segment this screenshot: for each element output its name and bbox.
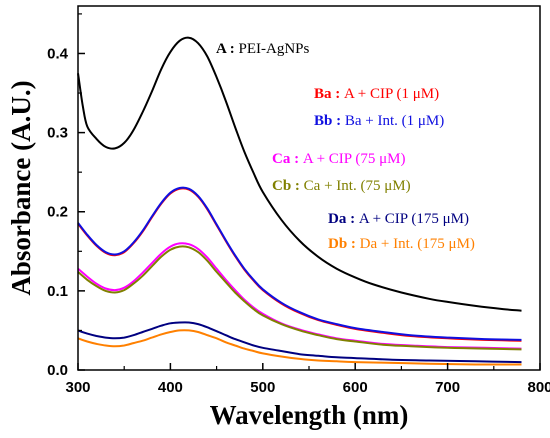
x-tick-label: 700 <box>435 379 460 396</box>
legend-entry-db: Db : Da + Int. (175 μM) <box>328 236 475 252</box>
legend-key: A : <box>216 41 239 57</box>
legend-label: Ba + Int. (1 μM) <box>345 113 444 129</box>
legend-label: A + CIP (75 μM) <box>303 151 406 167</box>
x-tick-label: 500 <box>250 379 275 396</box>
series-line-db <box>77 329 522 366</box>
x-tick-label: 800 <box>527 379 550 396</box>
series-line-cb <box>77 245 522 351</box>
x-tick-label: 300 <box>65 379 90 396</box>
series-line-a <box>77 36 522 312</box>
y-axis-title: Absorbance (A.U.) <box>6 80 36 295</box>
legend-key: Ca : <box>272 151 303 167</box>
y-tick-label: 0.0 <box>47 362 68 379</box>
y-tick-label: 0.4 <box>47 45 69 62</box>
legend-key: Da : <box>328 211 359 227</box>
legend-entry-a: A : PEI-AgNPs <box>216 41 310 57</box>
legend-label: A + CIP (1 μM) <box>344 86 439 102</box>
legend-entry-bb: Bb : Ba + Int. (1 μM) <box>314 113 444 129</box>
x-tick-label: 600 <box>343 379 368 396</box>
series-line-bb <box>77 186 522 341</box>
legend-label: A + CIP (175 μM) <box>359 211 469 227</box>
y-tick-label: 0.2 <box>47 204 68 221</box>
legend-entry-ba: Ba : A + CIP (1 μM) <box>314 86 439 102</box>
legend-key: Bb : <box>314 113 345 129</box>
series-curves <box>77 36 522 366</box>
y-axis-ticks: 0.0 0.1 0.2 0.3 0.4 <box>47 13 85 379</box>
legend-label: PEI-AgNPs <box>239 41 310 57</box>
y-tick-label: 0.1 <box>47 283 68 300</box>
legend: A : PEI-AgNPs Ba : A + CIP (1 μM) Bb : Ba … <box>216 41 475 252</box>
legend-label: Da + Int. (175 μM) <box>360 236 475 252</box>
x-axis-ticks: 300 400 500 600 700 800 <box>65 363 550 396</box>
legend-entry-cb: Cb : Ca + Int. (75 μM) <box>272 178 411 194</box>
legend-key: Cb : <box>272 178 304 194</box>
x-axis-title: Wavelength (nm) <box>210 400 409 430</box>
legend-entry-da: Da : A + CIP (175 μM) <box>328 211 469 227</box>
series-line-da <box>77 321 522 364</box>
legend-label: Ca + Int. (75 μM) <box>304 178 411 194</box>
series-line-ca <box>77 242 522 350</box>
x-tick-label: 400 <box>158 379 183 396</box>
y-tick-label: 0.3 <box>47 125 68 142</box>
legend-entry-ca: Ca : A + CIP (75 μM) <box>272 151 405 167</box>
legend-key: Ba : <box>314 86 344 102</box>
legend-key: Db : <box>328 236 360 252</box>
